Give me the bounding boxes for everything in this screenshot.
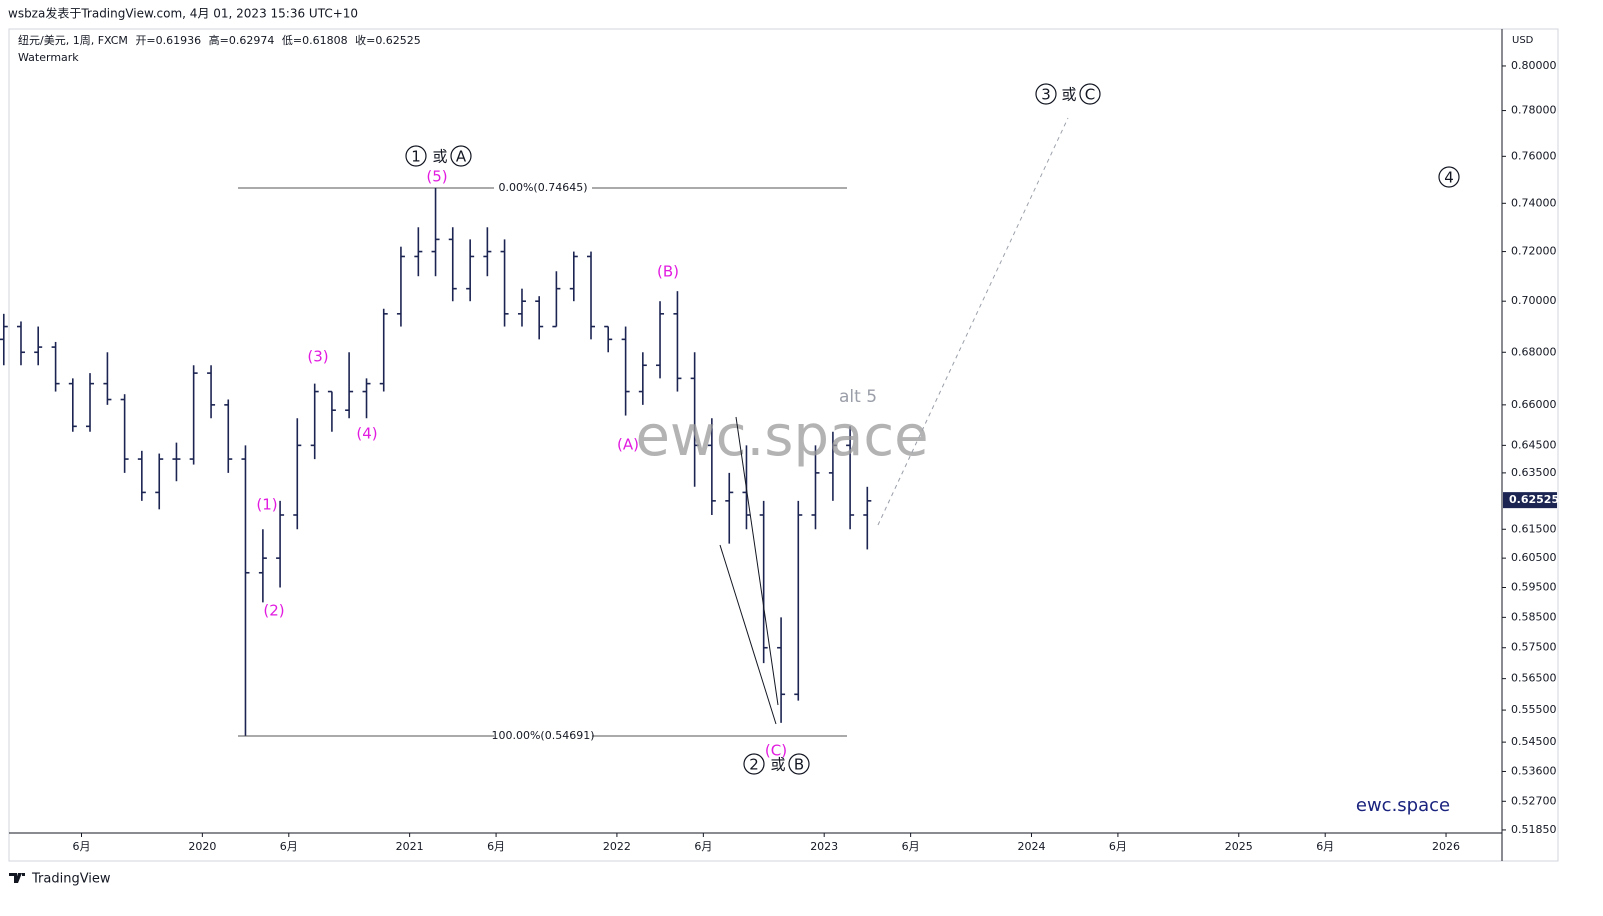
- logo-icon: [9, 873, 25, 883]
- y-tick-label: 0.63500: [1511, 466, 1557, 479]
- x-tick-label: 6月: [902, 840, 920, 853]
- x-tick-label: 6月: [1316, 840, 1334, 853]
- y-tick-label: 0.55500: [1511, 703, 1557, 716]
- y-tick-label: 0.61500: [1511, 522, 1557, 535]
- wave: 2: [749, 756, 759, 774]
- projection-line: [877, 117, 1069, 526]
- x-tick-label: 2024: [1017, 840, 1045, 853]
- ohlc-value: 0.62974: [229, 34, 275, 47]
- wave: 1: [411, 148, 421, 166]
- ohlc-label: 收=: [355, 33, 375, 47]
- or: 或: [1061, 86, 1076, 104]
- degree-label: 4: [1438, 166, 1460, 188]
- or: 或: [770, 756, 785, 774]
- fib-label-bg: [494, 728, 592, 743]
- ring: [1035, 83, 1057, 105]
- footer-text: TradingView: [31, 872, 111, 887]
- x-tick-label: 6月: [280, 840, 298, 853]
- y-tick-label: 0.76000: [1511, 149, 1557, 162]
- y-tick-label: 0.52700: [1511, 794, 1557, 807]
- y-tick-label: 0.78000: [1511, 104, 1557, 117]
- last-price-label: 0.62525: [1509, 493, 1559, 506]
- trend-line: [735, 416, 779, 706]
- watermark: ewc.space: [635, 404, 928, 469]
- degree-label: 3 或 C: [1035, 83, 1101, 105]
- ohlc-value: 0.61936: [156, 34, 202, 47]
- alt-label: alt 5: [839, 387, 877, 407]
- alt: A: [456, 148, 467, 166]
- wave: 4: [1444, 169, 1454, 187]
- ohlc-label: 高=: [209, 33, 229, 47]
- fib-label: 0.00%(0.74645): [498, 181, 587, 194]
- y-tick-label: 0.59500: [1511, 580, 1557, 593]
- wave-label: (A): [617, 436, 639, 454]
- ohlc-label: 低=: [282, 34, 302, 47]
- x-tick-label: 2022: [603, 840, 631, 853]
- trend-line: [719, 544, 777, 725]
- watermark-label: Watermark: [18, 51, 79, 64]
- y-tick-label: 0.60500: [1511, 551, 1557, 564]
- x-tick-label: 6月: [487, 840, 505, 853]
- ring: [450, 145, 472, 167]
- fib-label-bg: [494, 181, 592, 196]
- footer-logo: TradingView: [9, 872, 111, 887]
- x-tick-label: 6月: [694, 840, 712, 853]
- y-tick-label: 0.68000: [1511, 345, 1557, 358]
- wave-label: (2): [263, 602, 284, 620]
- x-tick-label: 2021: [396, 840, 424, 853]
- author-line: wsbza发表于TradingView.com, 4月 01, 2023 15:…: [8, 6, 358, 21]
- y-tick-label: 0.70000: [1511, 294, 1557, 307]
- ring: [405, 145, 427, 167]
- x-tick-label: 2025: [1225, 840, 1253, 853]
- symbol: 纽元/美元, 1周, FXCM: [18, 33, 128, 47]
- x-tick-label: 2020: [188, 840, 216, 853]
- y-tick-label: 0.74000: [1511, 196, 1557, 209]
- degree-label: 2 或 B: [743, 753, 810, 775]
- y-tick-label: 0.66000: [1511, 398, 1557, 411]
- wave: 3: [1041, 86, 1051, 104]
- y-tick-label: 0.56500: [1511, 672, 1557, 685]
- or: 或: [432, 148, 447, 166]
- last-price-box: [1503, 492, 1557, 509]
- x-tick-label: 6月: [1109, 840, 1127, 853]
- wave-label: (1): [256, 496, 277, 514]
- fib-label: 100.00%(0.54691): [491, 729, 594, 742]
- y-tick-label: 0.53600: [1511, 764, 1557, 777]
- x-tick-label: 2023: [810, 840, 838, 853]
- y-tick-label: 0.80000: [1511, 59, 1557, 72]
- wave-label: (3): [307, 348, 328, 366]
- alt: B: [794, 756, 804, 774]
- brand: ewc.space: [1356, 795, 1450, 816]
- ohlc-value: 0.61808: [302, 34, 348, 47]
- y-tick-label: 0.64500: [1511, 438, 1557, 451]
- degree-label: 1 或 A: [405, 145, 472, 167]
- ring: [1438, 166, 1460, 188]
- wave-label: (4): [356, 425, 377, 443]
- ring: [1079, 83, 1101, 105]
- chart-frame: [8, 28, 1559, 862]
- y-tick-label: 0.54500: [1511, 735, 1557, 748]
- ring: [743, 753, 765, 775]
- y-tick-label: 0.51850: [1511, 823, 1557, 836]
- ohlc-value: 0.62525: [375, 34, 421, 47]
- price-unit: USD: [1512, 35, 1534, 46]
- y-tick-label: 0.57500: [1511, 641, 1557, 654]
- wave-label: (5): [426, 168, 447, 186]
- ohlc-label: 开=: [135, 34, 155, 47]
- ring: [788, 753, 810, 775]
- wave-label: (C): [765, 742, 787, 760]
- y-tick-label: 0.72000: [1511, 245, 1557, 258]
- plot: 0.80000 0.78000 0.76000 0.74000 0.72000 0.700…: [0, 59, 1559, 853]
- x-tick-label: 2026: [1432, 840, 1460, 853]
- x-tick-label: 6月: [73, 840, 91, 853]
- wave-label: (B): [657, 263, 679, 281]
- alt: C: [1085, 86, 1095, 104]
- y-tick-label: 0.58500: [1511, 610, 1557, 623]
- symbol-legend: 纽元/美元, 1周, FXCM 开=0.61936 高=0.62974 低=0.…: [18, 33, 421, 47]
